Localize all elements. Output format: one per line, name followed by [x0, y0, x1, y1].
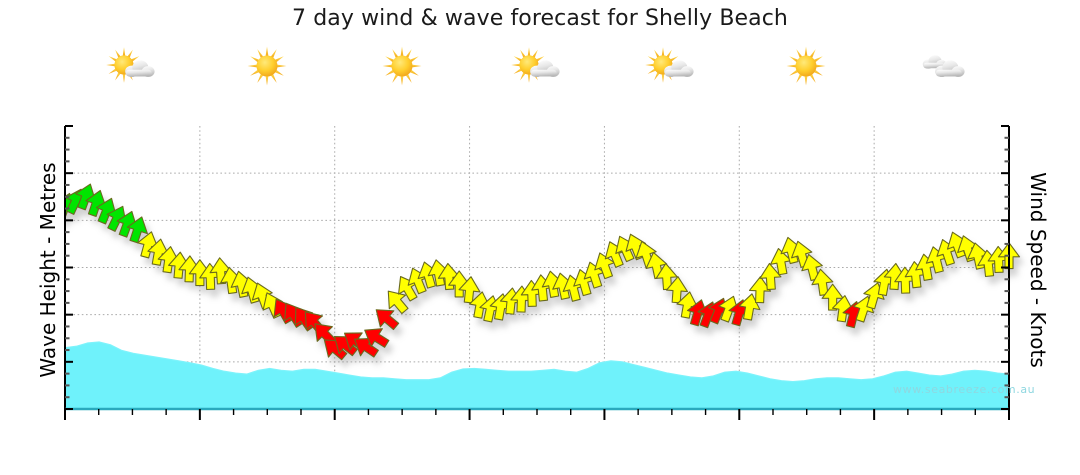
wind-arrow	[375, 309, 400, 331]
wind-arrow	[748, 276, 772, 304]
cloudy-icon	[873, 42, 1009, 88]
wind-arrow	[126, 216, 148, 244]
day-header-tuesday	[738, 38, 874, 88]
day-header-friday	[199, 38, 335, 88]
sunny-icon	[199, 42, 335, 88]
partly-cloudy-icon	[64, 42, 200, 88]
day-header-thursday	[64, 38, 200, 88]
wind-arrow	[759, 262, 782, 291]
wind-arrow	[364, 328, 390, 348]
day-header-wednesday	[873, 38, 1009, 88]
day-header-saturday	[334, 38, 470, 88]
partly-cloudy-icon	[603, 42, 739, 88]
page-title: 7 day wind & wave forecast for Shelly Be…	[292, 6, 788, 31]
chart-plot-area[interactable]	[64, 125, 1021, 420]
partly-cloudy-icon	[469, 42, 605, 88]
wind-arrow	[738, 293, 761, 321]
day-header-monday	[603, 38, 739, 88]
wind-arrow	[665, 276, 689, 304]
sunny-icon	[334, 42, 470, 88]
watermark-text: www.seabreeze.com.au	[893, 383, 1036, 396]
wind-arrow	[458, 276, 481, 304]
wind-arrow	[387, 290, 409, 315]
left-axis-title: Wave Height - Metres	[36, 162, 60, 378]
sunny-icon	[738, 42, 874, 88]
wind-arrow	[811, 268, 834, 297]
day-header-sunday	[469, 38, 605, 88]
